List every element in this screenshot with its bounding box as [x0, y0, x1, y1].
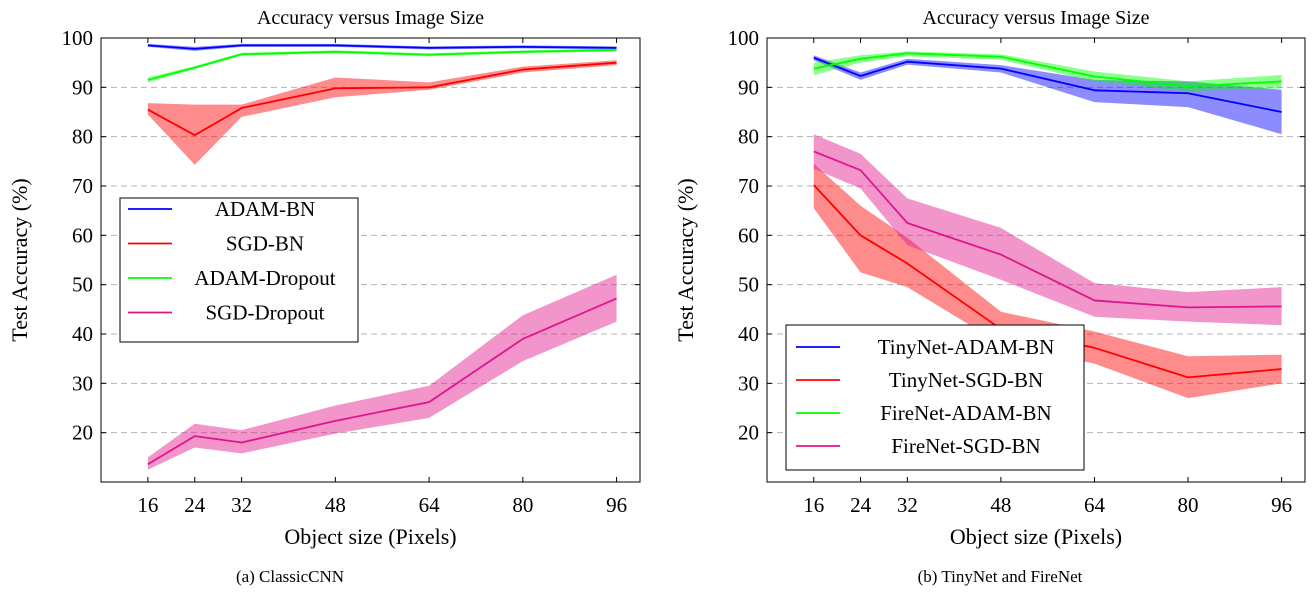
y-tick-label: 100 — [728, 26, 760, 50]
x-tick-label: 16 — [137, 493, 158, 517]
x-tick-label: 80 — [1178, 493, 1199, 517]
y-axis-label: Test Accuracy (%) — [673, 178, 698, 341]
x-tick-label: 24 — [850, 493, 872, 517]
y-tick-label: 60 — [738, 223, 759, 247]
y-tick-label: 50 — [72, 273, 93, 297]
series-line-adam-dropout — [147, 48, 617, 81]
series-line-sgd-dropout — [147, 297, 617, 466]
legend-label: TinyNet-ADAM-BN — [878, 335, 1055, 359]
band-sgd-bn — [147, 60, 617, 165]
y-tick-label: 40 — [72, 322, 93, 346]
x-axis-label: Object size (Pixels) — [284, 524, 456, 549]
y-tick-label: 60 — [72, 223, 93, 247]
y-tick-label: 20 — [72, 421, 93, 445]
legend-label: ADAM-BN — [215, 197, 315, 221]
chart-panel-2: 20 30 40 50 60 70 80 90 100 16 24 32 48 64 80 96 Accurac… — [673, 7, 1306, 586]
legend-label: ADAM-Dropout — [194, 266, 335, 290]
band-adam-dropout — [147, 48, 617, 83]
legend-label: SGD-Dropout — [206, 301, 325, 325]
legend-label: SGD-BN — [226, 232, 304, 256]
series-line-firenet-sgd-bn — [813, 150, 1282, 309]
x-tick-label: 64 — [419, 493, 441, 517]
legend-label: TinyNet-SGD-BN — [889, 368, 1043, 392]
x-tick-label: 96 — [1271, 493, 1292, 517]
band-tinynet-adam-bn — [813, 55, 1282, 135]
series-line-tinynet-adam-bn — [813, 56, 1282, 113]
y-tick-label: 20 — [738, 421, 759, 445]
chart-panel-1: 20 30 40 50 60 70 80 90 100 16 24 32 48 64 80 96 Accurac… — [7, 7, 641, 586]
legend-label: FireNet-SGD-BN — [891, 434, 1040, 458]
y-tick-label: 90 — [738, 75, 759, 99]
y-tick-label: 50 — [738, 273, 759, 297]
series-line-adam-bn — [147, 44, 617, 50]
y-tick-label: 80 — [72, 125, 93, 149]
plot-frame — [766, 37, 1306, 483]
y-tick-label: 100 — [62, 26, 94, 50]
y-tick-label: 30 — [738, 371, 759, 395]
x-tick-label: 16 — [803, 493, 824, 517]
legend: ADAM-BN SGD-BN ADAM-Dropout SGD-Dropout — [119, 197, 359, 343]
y-tick-label: 30 — [72, 371, 93, 395]
series-line-sgd-bn — [147, 61, 617, 137]
x-tick-label: 32 — [231, 493, 252, 517]
x-tick-label: 32 — [897, 493, 918, 517]
x-tick-label: 24 — [184, 493, 206, 517]
x-tick-label: 64 — [1084, 493, 1106, 517]
x-tick-label: 48 — [325, 493, 346, 517]
band-firenet-adam-bn — [813, 51, 1282, 92]
chart-title: Accuracy versus Image Size — [257, 7, 484, 29]
series-line-firenet-adam-bn — [813, 52, 1282, 88]
legend-box — [119, 197, 359, 343]
legend-label: FireNet-ADAM-BN — [880, 401, 1051, 425]
chart-title: Accuracy versus Image Size — [922, 7, 1149, 29]
plot-frame — [100, 37, 641, 483]
legend: TinyNet-ADAM-BN TinyNet-SGD-BN FireNet-ADA… — [785, 324, 1085, 471]
x-tick-label: 96 — [606, 493, 627, 517]
x-tick-label: 48 — [990, 493, 1011, 517]
y-tick-label: 90 — [72, 75, 93, 99]
figure-caption: (a) ClassicCNN — [236, 567, 344, 586]
y-axis-label: Test Accuracy (%) — [7, 178, 32, 341]
y-tick-label: 40 — [738, 322, 759, 346]
x-tick-label: 80 — [512, 493, 533, 517]
x-axis-label: Object size (Pixels) — [950, 524, 1122, 549]
y-tick-label: 70 — [738, 174, 759, 198]
y-tick-label: 80 — [738, 125, 759, 149]
y-tick-label: 70 — [72, 174, 93, 198]
figure-caption: (b) TinyNet and FireNet — [918, 567, 1083, 586]
